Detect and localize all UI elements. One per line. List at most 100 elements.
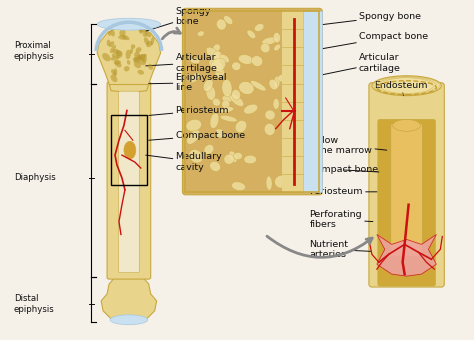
Text: Spongy
bone: Spongy bone [146, 6, 211, 31]
Ellipse shape [224, 154, 234, 164]
Ellipse shape [220, 54, 229, 63]
Ellipse shape [264, 123, 275, 135]
Ellipse shape [110, 45, 116, 53]
Ellipse shape [222, 79, 232, 97]
Ellipse shape [219, 107, 234, 113]
Bar [111, 116, 147, 185]
Text: Yellow
bone marrow: Yellow bone marrow [310, 136, 387, 155]
Ellipse shape [244, 104, 258, 114]
Text: Diaphysis: Diaphysis [14, 173, 55, 183]
Ellipse shape [204, 144, 214, 154]
FancyBboxPatch shape [391, 123, 422, 256]
Ellipse shape [252, 56, 263, 66]
Ellipse shape [190, 73, 200, 83]
Ellipse shape [197, 31, 204, 36]
Text: Endosteum: Endosteum [374, 81, 428, 96]
Ellipse shape [269, 79, 278, 90]
Ellipse shape [274, 175, 288, 188]
Ellipse shape [238, 55, 253, 64]
Ellipse shape [235, 120, 246, 133]
Ellipse shape [230, 94, 244, 106]
Ellipse shape [112, 49, 118, 54]
Ellipse shape [224, 16, 233, 24]
Ellipse shape [139, 28, 143, 34]
Text: Medullary
cavity: Medullary cavity [146, 152, 222, 172]
Ellipse shape [273, 32, 281, 43]
Ellipse shape [97, 18, 161, 30]
Ellipse shape [215, 68, 225, 78]
Ellipse shape [206, 86, 216, 100]
Text: Compact bone: Compact bone [149, 131, 245, 140]
Ellipse shape [231, 182, 246, 190]
Text: Perforating
fibers: Perforating fibers [310, 210, 373, 229]
Ellipse shape [214, 129, 225, 138]
Ellipse shape [122, 35, 129, 40]
Ellipse shape [232, 62, 241, 70]
Ellipse shape [247, 30, 255, 38]
Ellipse shape [111, 69, 116, 75]
Text: Compact bone: Compact bone [310, 32, 428, 51]
FancyBboxPatch shape [118, 91, 139, 273]
Ellipse shape [110, 29, 115, 36]
Ellipse shape [255, 23, 264, 31]
Ellipse shape [138, 54, 147, 60]
Ellipse shape [213, 51, 222, 63]
Ellipse shape [115, 51, 123, 58]
Ellipse shape [232, 89, 240, 100]
FancyBboxPatch shape [107, 82, 151, 279]
Ellipse shape [229, 151, 237, 163]
Ellipse shape [119, 29, 126, 37]
Ellipse shape [134, 57, 139, 63]
Ellipse shape [116, 50, 121, 56]
Ellipse shape [251, 81, 266, 91]
Ellipse shape [222, 95, 234, 102]
FancyBboxPatch shape [369, 83, 444, 287]
Ellipse shape [244, 155, 256, 164]
Ellipse shape [151, 37, 155, 45]
Ellipse shape [262, 37, 277, 45]
Bar [282, 11, 303, 192]
Ellipse shape [210, 113, 219, 129]
Ellipse shape [212, 98, 220, 106]
Bar [303, 11, 322, 192]
Ellipse shape [131, 44, 135, 49]
Ellipse shape [110, 56, 119, 61]
Ellipse shape [137, 57, 146, 65]
Ellipse shape [134, 62, 141, 68]
Ellipse shape [137, 55, 142, 58]
Ellipse shape [139, 54, 146, 58]
Ellipse shape [137, 70, 144, 75]
Ellipse shape [130, 48, 133, 54]
Text: Periosteum: Periosteum [310, 187, 377, 196]
Ellipse shape [112, 54, 116, 58]
Ellipse shape [274, 44, 280, 51]
Ellipse shape [145, 32, 151, 37]
Ellipse shape [206, 47, 220, 62]
Text: Proximal
epiphysis: Proximal epiphysis [14, 41, 55, 61]
Polygon shape [377, 235, 437, 276]
Ellipse shape [115, 61, 121, 67]
Ellipse shape [118, 35, 127, 40]
Ellipse shape [141, 57, 147, 62]
Text: Compact bone: Compact bone [310, 166, 379, 174]
Ellipse shape [110, 315, 148, 325]
Ellipse shape [220, 115, 237, 122]
Text: Epiphyseal
line: Epiphyseal line [149, 73, 227, 92]
Ellipse shape [213, 44, 220, 52]
Ellipse shape [266, 176, 272, 190]
Text: Articular
cartilage: Articular cartilage [317, 53, 401, 76]
Ellipse shape [278, 74, 285, 82]
Ellipse shape [143, 32, 147, 37]
Ellipse shape [189, 150, 203, 163]
Ellipse shape [124, 141, 136, 159]
Ellipse shape [211, 58, 226, 72]
Ellipse shape [265, 110, 275, 120]
Ellipse shape [190, 58, 200, 64]
Ellipse shape [134, 52, 140, 59]
Ellipse shape [393, 119, 420, 131]
Ellipse shape [148, 64, 153, 70]
Polygon shape [101, 275, 157, 322]
Ellipse shape [186, 119, 201, 131]
Ellipse shape [187, 130, 200, 144]
Ellipse shape [203, 79, 213, 91]
